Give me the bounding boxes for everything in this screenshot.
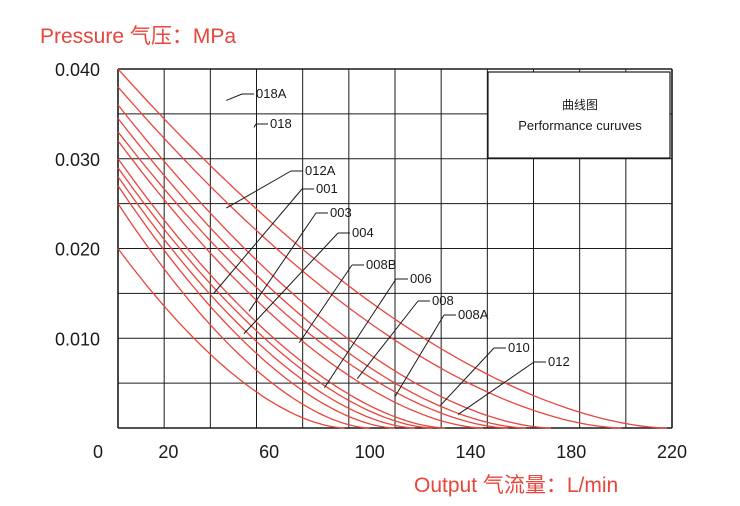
curve-008B [117, 158, 446, 429]
x-axis-title: Output 气流量：L/min [414, 474, 618, 497]
curve-label-010: 010 [508, 340, 530, 355]
curve-012A [117, 104, 552, 429]
leader-lines [213, 93, 546, 415]
leader-008 [356, 300, 419, 379]
legend-title: 曲线图 [562, 98, 598, 112]
tick-labels: 0 20 60 100 140 180 220 0.010 0.020 0.030 0.040 [55, 60, 687, 462]
curve-label-001: 001 [316, 181, 338, 196]
legend-box [487, 71, 671, 159]
x-tick-label: 20 [158, 442, 178, 462]
x-tick-label: 140 [456, 442, 486, 462]
leader-010 [439, 347, 495, 406]
x-tick-label: 0 [93, 442, 103, 462]
leader-001 [213, 188, 303, 294]
curve-label-006: 006 [410, 271, 432, 286]
curve-004 [117, 140, 484, 429]
y-tick-label: 0.030 [55, 150, 100, 170]
x-tick-label: 180 [556, 442, 586, 462]
leader-012A [226, 170, 292, 209]
curve-018 [117, 86, 622, 429]
curve-label-008B: 008B [366, 257, 396, 272]
leader-008B [298, 264, 353, 344]
curve-003 [117, 131, 509, 429]
y-tick-label: 0.040 [55, 60, 100, 80]
curve-label-012: 012 [548, 354, 570, 369]
x-tick-label: 220 [657, 442, 687, 462]
leader-012 [457, 361, 535, 415]
curve-012 [117, 248, 345, 429]
curve-006 [117, 167, 433, 429]
leader-003 [248, 212, 317, 312]
curve-010 [117, 203, 370, 429]
curve-001 [117, 117, 526, 429]
curve-label-018A: 018A [256, 86, 287, 101]
y-tick-label: 0.010 [55, 329, 100, 349]
curve-label-004: 004 [352, 225, 374, 240]
curve-018A [117, 68, 668, 429]
leader-004 [243, 232, 339, 335]
legend-subtitle: Performance curuves [518, 118, 642, 133]
x-tick-label: 100 [355, 442, 385, 462]
leader-008A [394, 314, 445, 397]
leader-018A [226, 93, 243, 101]
curve-label-003: 003 [330, 205, 352, 220]
curve-label-008: 008 [432, 293, 454, 308]
curve-008A [117, 185, 396, 429]
curve-label-012A: 012A [305, 163, 336, 178]
curves [117, 68, 668, 429]
y-tick-label: 0.020 [55, 240, 100, 260]
leader-018 [253, 123, 257, 128]
curve-label-018: 018 [270, 116, 292, 131]
y-axis-title: Pressure 气压：MPa [40, 25, 236, 48]
curve-label-008A: 008A [458, 307, 489, 322]
x-tick-label: 60 [259, 442, 279, 462]
leader-006 [324, 278, 397, 388]
curve-008 [117, 176, 416, 429]
